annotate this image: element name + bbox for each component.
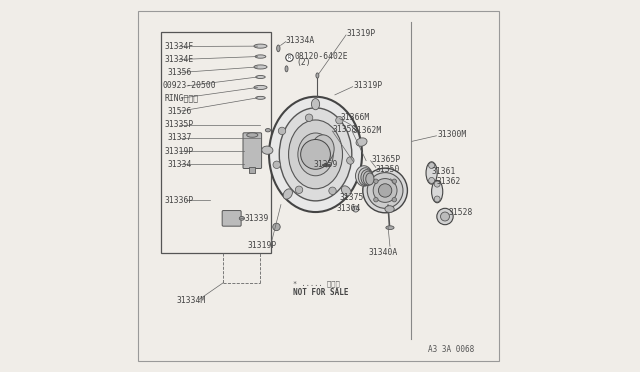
Circle shape [434, 196, 440, 202]
Text: 31334E: 31334E [164, 55, 194, 64]
Circle shape [329, 187, 336, 195]
Text: 31375: 31375 [340, 193, 364, 202]
Ellipse shape [363, 171, 374, 185]
Circle shape [301, 140, 330, 169]
Ellipse shape [254, 86, 267, 89]
Circle shape [278, 127, 285, 135]
Text: 31362: 31362 [437, 177, 461, 186]
Ellipse shape [312, 135, 334, 163]
Text: 31335P: 31335P [164, 120, 194, 129]
Text: 31319P: 31319P [347, 29, 376, 38]
Text: NOT FOR SALE: NOT FOR SALE [293, 288, 349, 296]
Text: 31526: 31526 [168, 107, 192, 116]
Circle shape [286, 54, 293, 61]
Circle shape [336, 116, 343, 124]
Circle shape [374, 198, 378, 202]
Circle shape [429, 163, 435, 169]
Text: 31339: 31339 [244, 214, 269, 223]
Text: (2): (2) [296, 58, 311, 67]
Ellipse shape [276, 45, 280, 52]
Ellipse shape [254, 44, 267, 48]
Text: 31366M: 31366M [340, 113, 370, 122]
Ellipse shape [386, 226, 394, 230]
Ellipse shape [356, 166, 372, 186]
Ellipse shape [269, 97, 362, 212]
Text: 31528: 31528 [449, 208, 473, 217]
FancyBboxPatch shape [243, 133, 262, 169]
Text: 31334M: 31334M [177, 296, 206, 305]
Circle shape [374, 179, 378, 183]
Ellipse shape [298, 133, 333, 176]
Ellipse shape [341, 186, 351, 196]
Circle shape [434, 181, 440, 187]
Ellipse shape [266, 129, 271, 132]
Ellipse shape [316, 73, 319, 78]
Text: 31340A: 31340A [369, 248, 397, 257]
Text: 31319P: 31319P [353, 81, 383, 90]
Text: 31359: 31359 [314, 160, 338, 169]
Circle shape [392, 198, 397, 202]
Circle shape [273, 223, 280, 231]
Text: 00923-20500: 00923-20500 [163, 81, 216, 90]
Text: 08120-6402E: 08120-6402E [294, 52, 348, 61]
Ellipse shape [312, 99, 319, 110]
Circle shape [373, 179, 397, 202]
Circle shape [429, 177, 435, 183]
Ellipse shape [361, 170, 373, 185]
Ellipse shape [285, 66, 288, 72]
Ellipse shape [246, 133, 258, 137]
Text: 31364: 31364 [337, 204, 361, 213]
Ellipse shape [356, 138, 367, 146]
Ellipse shape [254, 65, 267, 69]
Text: * ..... 未販売: * ..... 未販売 [293, 280, 340, 287]
Circle shape [367, 173, 403, 208]
Text: 31334F: 31334F [164, 42, 194, 51]
Ellipse shape [385, 206, 394, 212]
Text: R: R [288, 55, 291, 60]
Text: 31361: 31361 [431, 167, 456, 176]
Text: 31350: 31350 [375, 165, 399, 174]
Ellipse shape [255, 55, 266, 58]
Circle shape [437, 208, 453, 225]
Circle shape [273, 161, 280, 169]
Circle shape [363, 168, 408, 213]
Text: 31356: 31356 [168, 68, 192, 77]
Ellipse shape [239, 217, 244, 220]
Text: 31334A: 31334A [286, 36, 315, 45]
Bar [161, 32, 271, 253]
Ellipse shape [283, 189, 292, 199]
Ellipse shape [262, 146, 273, 154]
Circle shape [378, 184, 392, 197]
Text: 31358: 31358 [332, 125, 356, 134]
Text: 31337: 31337 [168, 133, 192, 142]
FancyArrow shape [322, 164, 330, 167]
Circle shape [305, 114, 313, 122]
Circle shape [440, 212, 449, 221]
Ellipse shape [358, 168, 372, 186]
Ellipse shape [365, 173, 374, 185]
Circle shape [295, 186, 303, 193]
FancyBboxPatch shape [222, 211, 241, 226]
Circle shape [347, 157, 354, 164]
Ellipse shape [289, 120, 342, 189]
Ellipse shape [256, 76, 265, 78]
Text: 31319P: 31319P [248, 241, 276, 250]
Text: RINGリング: RINGリング [164, 94, 198, 103]
Text: 31365P: 31365P [371, 155, 401, 164]
Circle shape [353, 206, 358, 212]
Ellipse shape [431, 180, 443, 203]
Text: 31334: 31334 [168, 160, 192, 169]
Ellipse shape [256, 96, 265, 99]
Text: 31336P: 31336P [164, 196, 194, 205]
Ellipse shape [426, 162, 437, 184]
Text: 31319P: 31319P [164, 147, 194, 155]
Bar [250, 167, 255, 173]
Text: 31362M: 31362M [353, 126, 382, 135]
Text: A3 3A 0068: A3 3A 0068 [428, 345, 474, 354]
Text: 31300M: 31300M [437, 130, 467, 139]
Circle shape [392, 179, 397, 183]
Ellipse shape [279, 108, 352, 201]
